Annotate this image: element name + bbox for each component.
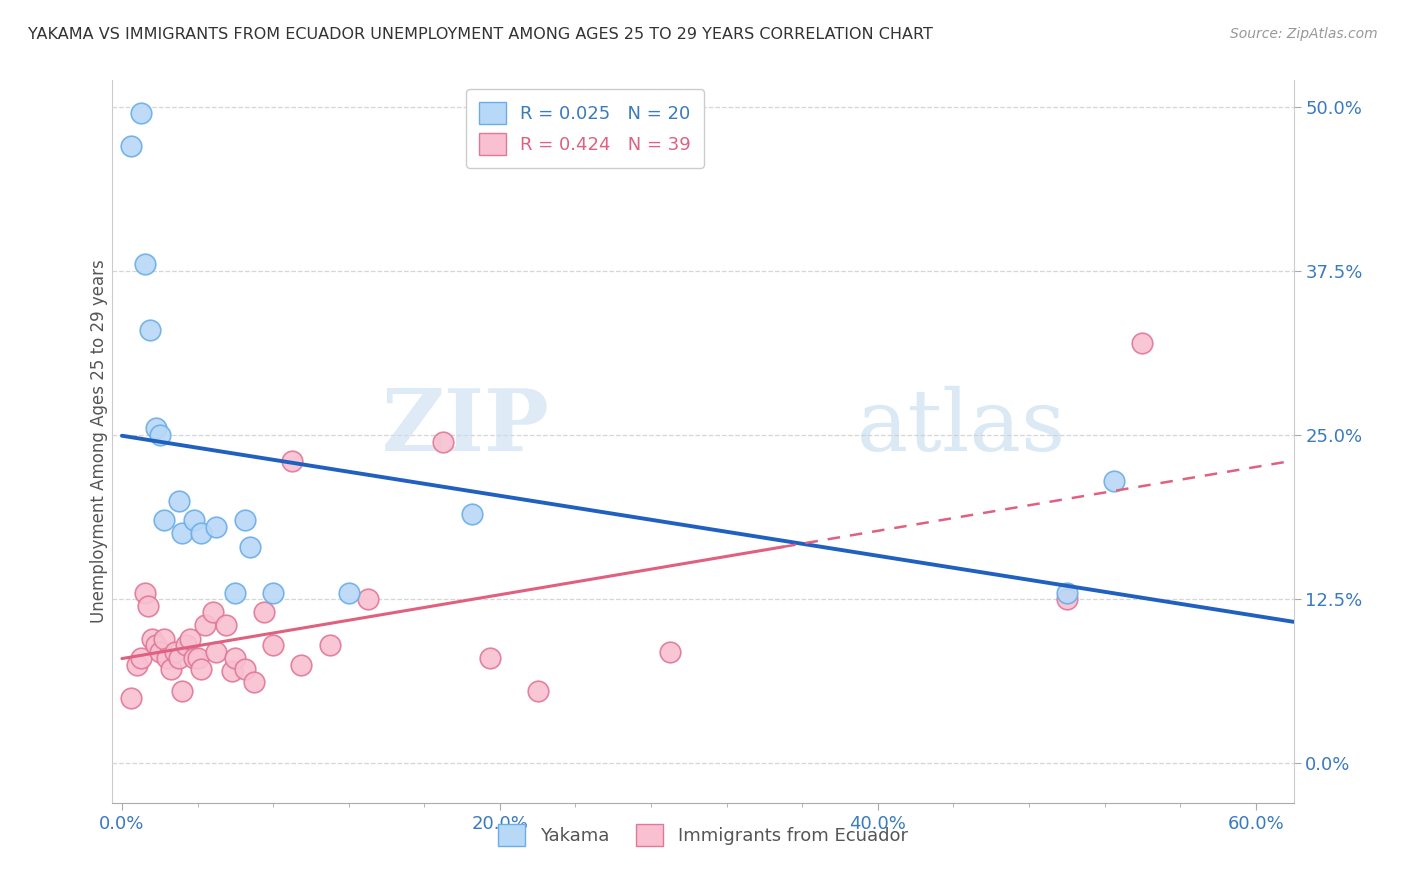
Point [167,651,190,665]
Point [224,651,246,665]
Point [163,645,186,659]
Point [149,645,172,659]
Point [139,323,162,337]
Point [152,632,174,646]
Point [194,618,217,632]
Point [243,675,266,690]
Point [145,638,167,652]
Point [432,434,454,449]
Point [141,632,163,646]
Point [172,526,194,541]
Point [129,651,152,665]
Point [120,139,142,153]
Point [479,651,502,665]
Point [239,540,262,554]
Point [233,662,256,676]
Point [186,651,208,665]
Point [215,618,238,632]
Point [253,605,276,619]
Point [183,513,205,527]
Point [160,662,183,676]
Text: YAKAMA VS IMMIGRANTS FROM ECUADOR UNEMPLOYMENT AMONG AGES 25 TO 29 YEARS CORRELA: YAKAMA VS IMMIGRANTS FROM ECUADOR UNEMPL… [28,27,934,42]
Point [1130,336,1153,351]
Point [224,585,246,599]
Point [138,599,160,613]
Point [221,665,243,679]
Point [190,662,212,676]
Point [290,657,312,672]
Y-axis label: Unemployment Among Ages 25 to 29 years: Unemployment Among Ages 25 to 29 years [90,260,108,624]
Point [262,585,284,599]
Text: ZIP: ZIP [381,385,550,469]
Point [281,454,304,468]
Point [337,585,360,599]
Point [149,428,172,442]
Point [172,684,194,698]
Point [526,684,548,698]
Point [190,526,212,541]
Text: Source: ZipAtlas.com: Source: ZipAtlas.com [1230,27,1378,41]
Point [658,645,681,659]
Point [205,520,228,534]
Point [205,645,228,659]
Point [262,638,284,652]
Point [179,632,201,646]
Point [156,651,179,665]
Point [174,638,197,652]
Point [134,257,156,271]
Point [233,513,256,527]
Point [1102,474,1125,488]
Point [145,421,167,435]
Point [1056,585,1078,599]
Legend: Yakama, Immigrants from Ecuador: Yakama, Immigrants from Ecuador [489,815,917,855]
Point [152,513,174,527]
Point [201,605,224,619]
Point [129,106,152,120]
Point [134,585,156,599]
Point [319,638,342,652]
Point [460,507,482,521]
Point [167,493,190,508]
Point [356,592,378,607]
Text: atlas: atlas [856,385,1066,468]
Point [183,651,205,665]
Point [120,690,142,705]
Point [1056,592,1078,607]
Point [125,657,148,672]
